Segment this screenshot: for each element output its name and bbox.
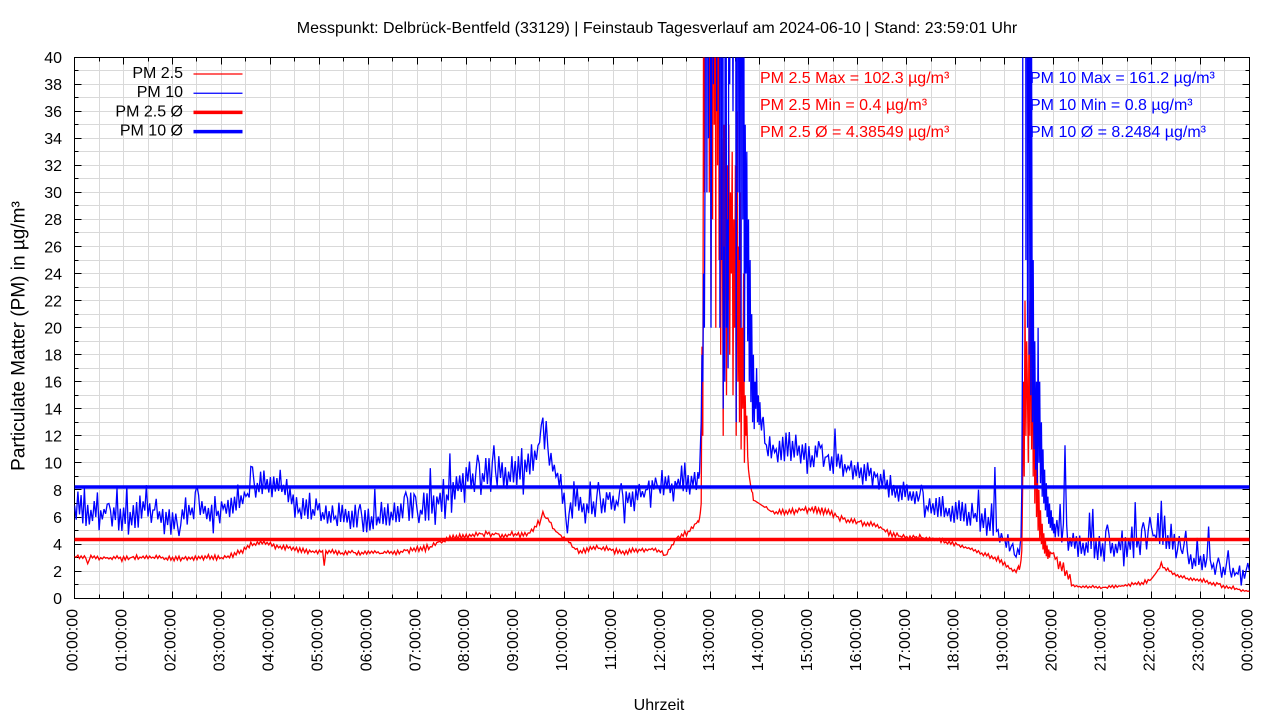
svg-text:08:00:00: 08:00:00 [456,609,473,671]
svg-text:0: 0 [53,591,62,608]
svg-text:19:00:00: 19:00:00 [995,609,1012,671]
svg-text:03:00:00: 03:00:00 [212,609,229,671]
svg-text:04:00:00: 04:00:00 [260,609,277,671]
svg-text:PM 2.5 Min = 0.4 µg/m³: PM 2.5 Min = 0.4 µg/m³ [760,97,928,114]
svg-text:22:00:00: 22:00:00 [1142,609,1159,671]
svg-text:38: 38 [44,77,62,94]
svg-text:16:00:00: 16:00:00 [848,609,865,671]
svg-text:4: 4 [53,537,62,554]
svg-text:14:00:00: 14:00:00 [750,609,767,671]
svg-text:11:00:00: 11:00:00 [603,609,620,670]
svg-text:06:00:00: 06:00:00 [358,609,375,671]
svg-text:10: 10 [44,456,62,473]
svg-text:12: 12 [44,429,62,446]
svg-text:07:00:00: 07:00:00 [407,609,424,671]
svg-text:18:00:00: 18:00:00 [946,609,963,671]
svg-text:6: 6 [53,510,62,527]
svg-text:09:00:00: 09:00:00 [505,609,522,671]
svg-text:PM 10: PM 10 [137,84,183,101]
svg-text:PM 10 Max = 161.2 µg/m³: PM 10 Max = 161.2 µg/m³ [1030,70,1216,87]
svg-text:01:00:00: 01:00:00 [114,609,131,671]
svg-text:PM 10 Min = 0.8 µg/m³: PM 10 Min = 0.8 µg/m³ [1030,97,1193,114]
svg-text:23:00:00: 23:00:00 [1191,609,1208,671]
svg-text:16: 16 [44,375,62,392]
svg-text:Uhrzeit: Uhrzeit [634,697,685,714]
svg-text:10:00:00: 10:00:00 [554,609,571,671]
svg-text:00:00:00: 00:00:00 [65,609,82,671]
svg-text:17:00:00: 17:00:00 [897,609,914,671]
svg-text:Messpunkt: Delbrück-Bentfeld (: Messpunkt: Delbrück-Bentfeld (33129) | F… [297,20,1018,37]
svg-text:28: 28 [44,212,62,229]
svg-text:14: 14 [44,402,62,419]
svg-text:PM 10 Ø: PM 10 Ø [120,123,183,140]
svg-text:36: 36 [44,104,62,121]
svg-text:02:00:00: 02:00:00 [163,609,180,671]
svg-text:05:00:00: 05:00:00 [309,609,326,671]
svg-text:PM 2.5 Ø = 4.38549 µg/m³: PM 2.5 Ø = 4.38549 µg/m³ [760,124,950,141]
svg-text:PM 2.5 Ø: PM 2.5 Ø [115,103,183,120]
svg-text:30: 30 [44,185,62,202]
svg-text:34: 34 [44,131,62,148]
svg-text:13:00:00: 13:00:00 [701,609,718,671]
svg-text:00:00:00: 00:00:00 [1239,609,1256,671]
svg-text:15:00:00: 15:00:00 [799,609,816,671]
svg-text:PM 2.5 Max = 102.3 µg/m³: PM 2.5 Max = 102.3 µg/m³ [760,70,950,87]
svg-text:24: 24 [44,266,62,283]
svg-text:22: 22 [44,293,62,310]
svg-text:PM 10 Ø = 8.2484 µg/m³: PM 10 Ø = 8.2484 µg/m³ [1030,124,1207,141]
svg-text:21:00:00: 21:00:00 [1093,609,1110,671]
svg-text:40: 40 [44,50,62,67]
svg-text:8: 8 [53,483,62,500]
svg-text:26: 26 [44,239,62,256]
svg-text:PM 2.5: PM 2.5 [132,65,183,82]
svg-text:20: 20 [44,321,62,338]
svg-text:Particulate Matter (PM) in µg/: Particulate Matter (PM) in µg/m³ [9,201,30,471]
svg-text:2: 2 [53,564,62,581]
svg-text:32: 32 [44,158,62,175]
svg-text:20:00:00: 20:00:00 [1044,609,1061,671]
svg-text:18: 18 [44,348,62,365]
svg-text:12:00:00: 12:00:00 [652,609,669,671]
